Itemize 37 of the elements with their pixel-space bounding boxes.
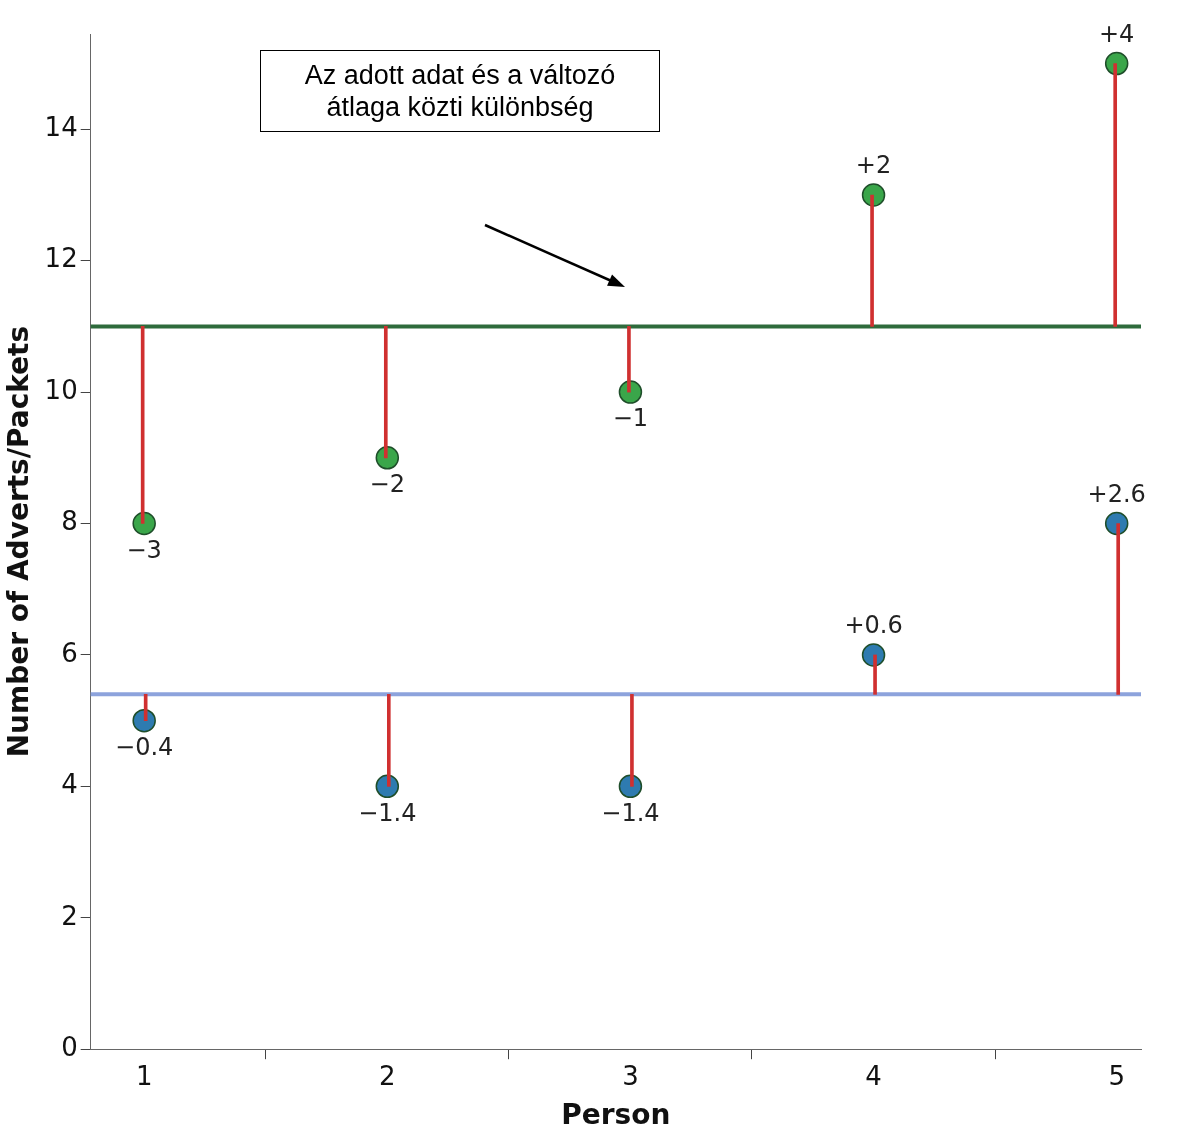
data-label: −0.4 (115, 732, 174, 761)
data-label: −3 (126, 535, 162, 564)
y-tick-label: 2 (61, 900, 78, 931)
data-label: −2 (369, 470, 405, 499)
data-label: +2.6 (1087, 479, 1146, 508)
bar (630, 694, 634, 787)
x-tick-label: 1 (135, 1060, 153, 1091)
data-label: +0.6 (844, 611, 903, 640)
x-axis-title: Person (561, 1098, 671, 1132)
y-tick-label: 12 (44, 243, 78, 274)
bar (383, 326, 388, 459)
callout-box: Az adott adat és a változó átlaga közti különbség (260, 50, 660, 132)
y-tick-label: 0 (61, 1031, 78, 1062)
annotation: Az adott adat és a változó átlaga közti különbség (304, 60, 616, 122)
data-label: +2 (855, 151, 892, 180)
x-tick-label: 2 (379, 1060, 396, 1091)
data-label: −1 (612, 404, 649, 433)
y-tick-label: 10 (44, 374, 78, 405)
bar (143, 694, 148, 721)
y-tick-label: 14 (44, 112, 78, 143)
bar (1113, 63, 1118, 327)
x-tick-label: 5 (1108, 1060, 1125, 1091)
bar (1116, 523, 1121, 695)
y-axis-title: Number of Adverts/Packets (2, 325, 36, 758)
bar (386, 694, 391, 787)
bar (140, 326, 145, 524)
data-label: −1.4 (601, 798, 660, 827)
x-tick-label: 4 (865, 1060, 882, 1091)
y-tick-label: 8 (61, 506, 78, 537)
bar (627, 326, 631, 393)
bar (870, 194, 874, 327)
y-tick-label: 6 (61, 637, 78, 668)
y-tick-label: 4 (61, 769, 78, 800)
x-tick-label: 3 (622, 1060, 639, 1091)
data-label: −1.4 (358, 798, 417, 827)
data-label: +4 (1098, 19, 1135, 48)
bar (873, 654, 877, 695)
